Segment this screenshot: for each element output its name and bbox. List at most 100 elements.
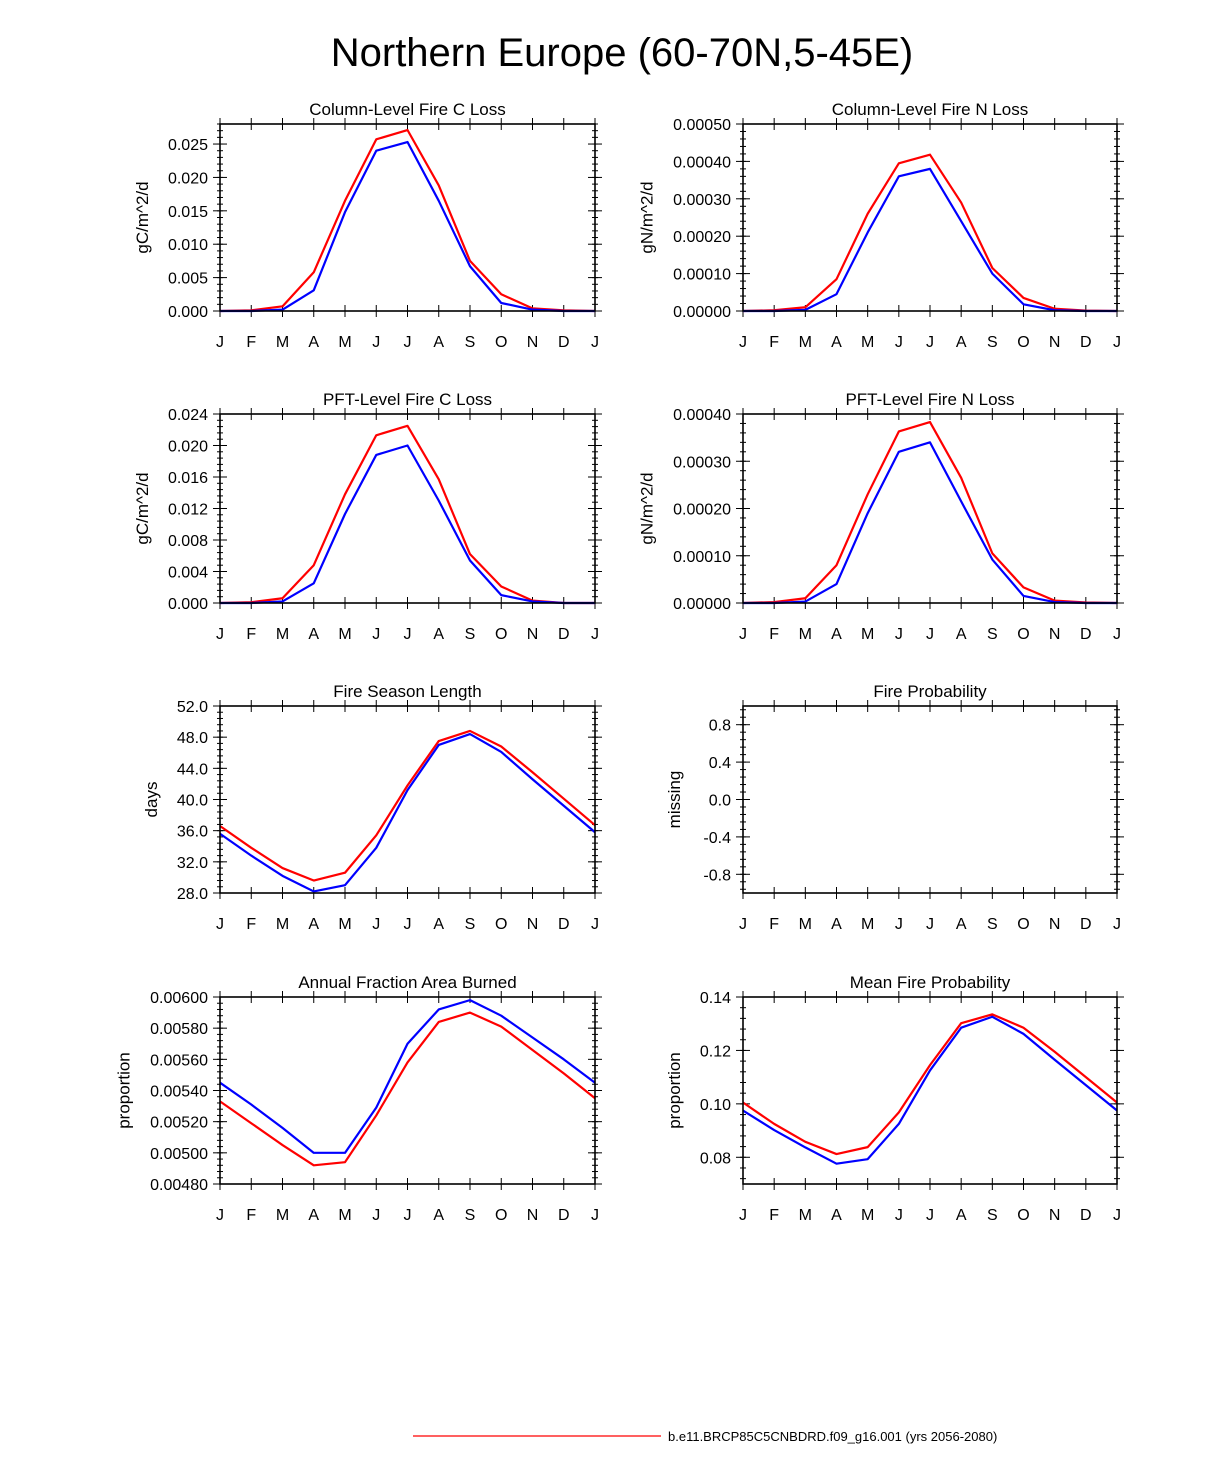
x-tick-label: F bbox=[769, 626, 779, 643]
y-tick-label: 0.00020 bbox=[673, 229, 731, 246]
x-tick-label: O bbox=[1017, 916, 1029, 933]
x-tick-label: M bbox=[338, 626, 351, 643]
x-tick-label: J bbox=[372, 1207, 380, 1224]
series-line-blue bbox=[220, 444, 595, 605]
x-tick-label: J bbox=[591, 626, 599, 643]
y-tick-label: 0.00030 bbox=[673, 192, 731, 209]
x-tick-label: S bbox=[465, 916, 476, 933]
x-tick-label: A bbox=[308, 334, 319, 351]
x-tick-label: O bbox=[495, 334, 507, 351]
series-line-red bbox=[219, 128, 596, 313]
legend-label: b.e11.BRCP85C5CNBDRD.f09_g16.001 (yrs 20… bbox=[668, 1429, 997, 1444]
chart-panel-5: Fire Season Length 28.0 32.0 36.0 40.0 44.0 48… bbox=[142, 682, 602, 933]
x-tick-label: A bbox=[831, 1207, 842, 1224]
x-tick-label: O bbox=[495, 1207, 507, 1224]
x-tick-label: O bbox=[1017, 334, 1029, 351]
x-tick-label: D bbox=[1080, 916, 1092, 933]
x-tick-label: N bbox=[527, 334, 539, 351]
x-tick-label: J bbox=[739, 334, 747, 351]
y-axis-label: proportion bbox=[665, 1052, 684, 1129]
x-tick-label: J bbox=[216, 334, 224, 351]
y-tick-label: 0.00030 bbox=[673, 454, 731, 471]
figure-title: Northern Europe (60-70N,5-45E) bbox=[331, 31, 914, 75]
x-tick-label: D bbox=[558, 916, 570, 933]
y-tick-label: 52.0 bbox=[177, 699, 208, 716]
chart-panel-2: Column-Level Fire N Loss 0.00000 0.00010 0.… bbox=[638, 100, 1124, 351]
x-tick-label: A bbox=[433, 916, 444, 933]
plot-frame bbox=[219, 123, 596, 312]
x-tick-label: S bbox=[987, 334, 998, 351]
y-tick-label: 0.12 bbox=[700, 1043, 731, 1060]
y-tick-label: 0.015 bbox=[168, 204, 208, 221]
y-tick-label: 0.016 bbox=[168, 470, 208, 487]
chart-panel-3: PFT-Level Fire C Loss 0.000 0.004 0.008 0.01… bbox=[133, 390, 602, 643]
x-tick-label: M bbox=[276, 1207, 289, 1224]
series-line-red bbox=[742, 153, 1118, 313]
x-tick-label: J bbox=[591, 1207, 599, 1224]
x-tick-label: J bbox=[591, 916, 599, 933]
y-tick-label: 0.005 bbox=[168, 271, 208, 288]
y-tick-label: 0.00540 bbox=[150, 1084, 208, 1101]
x-tick-label: A bbox=[308, 626, 319, 643]
x-tick-label: A bbox=[831, 626, 842, 643]
x-tick-label: D bbox=[558, 1207, 570, 1224]
x-tick-label: J bbox=[926, 626, 934, 643]
series-line-red bbox=[219, 729, 596, 882]
x-tick-label: N bbox=[527, 1207, 539, 1224]
axis-ticks bbox=[736, 991, 1124, 1190]
x-tick-label: M bbox=[799, 626, 812, 643]
x-tick-label: N bbox=[1049, 1207, 1061, 1224]
x-tick-label: O bbox=[1017, 1207, 1029, 1224]
y-tick-label: 0.024 bbox=[168, 407, 208, 424]
legend: b.e11.BRCP85C5CNBDRD.f09_g16.001 (yrs 20… bbox=[413, 1429, 997, 1444]
y-tick-label: 40.0 bbox=[177, 793, 208, 810]
x-tick-label: D bbox=[1080, 334, 1092, 351]
axis-ticks bbox=[213, 408, 602, 609]
x-tick-label: A bbox=[831, 916, 842, 933]
x-tick-label: J bbox=[404, 916, 412, 933]
plot-frame bbox=[219, 996, 596, 1185]
chart-title: PFT-Level Fire N Loss bbox=[845, 390, 1014, 409]
plot-frame bbox=[742, 413, 1118, 604]
x-tick-label: M bbox=[338, 1207, 351, 1224]
x-tick-label: J bbox=[404, 626, 412, 643]
y-tick-label: 0.00560 bbox=[150, 1052, 208, 1069]
x-tick-label: F bbox=[246, 334, 256, 351]
x-tick-label: A bbox=[956, 334, 967, 351]
x-tick-label: N bbox=[527, 626, 539, 643]
x-tick-label: D bbox=[1080, 626, 1092, 643]
x-tick-label: J bbox=[1113, 916, 1121, 933]
x-tick-label: F bbox=[246, 626, 256, 643]
x-tick-label: J bbox=[926, 1207, 934, 1224]
x-tick-label: F bbox=[769, 1207, 779, 1224]
x-tick-label: M bbox=[338, 334, 351, 351]
series-line-blue bbox=[219, 732, 596, 893]
x-tick-label: D bbox=[1080, 1207, 1092, 1224]
x-tick-label: M bbox=[861, 1207, 874, 1224]
x-tick-label: J bbox=[739, 626, 747, 643]
x-tick-label: O bbox=[495, 916, 507, 933]
chart-panel-8: Mean Fire Probability 0.08 0.10 0.12 0.14 J F M… bbox=[665, 973, 1124, 1224]
x-tick-label: J bbox=[372, 334, 380, 351]
chart-title: Fire Season Length bbox=[333, 682, 481, 701]
chart-title: PFT-Level Fire C Loss bbox=[323, 390, 492, 409]
x-tick-label: A bbox=[433, 334, 444, 351]
y-tick-label: 0.00020 bbox=[673, 502, 731, 519]
y-axis-label: proportion bbox=[115, 1052, 134, 1129]
y-tick-label: 0.10 bbox=[700, 1097, 731, 1114]
y-tick-label: 0.00520 bbox=[150, 1115, 208, 1132]
y-axis-label: missing bbox=[665, 771, 684, 829]
x-tick-label: S bbox=[465, 334, 476, 351]
y-tick-label: 36.0 bbox=[177, 824, 208, 841]
y-tick-label: -0.8 bbox=[703, 867, 731, 884]
x-tick-label: M bbox=[276, 626, 289, 643]
axis-ticks bbox=[213, 118, 602, 317]
x-tick-label: J bbox=[926, 916, 934, 933]
x-tick-label: M bbox=[799, 1207, 812, 1224]
y-tick-label: 0.00040 bbox=[673, 407, 731, 424]
x-tick-label: S bbox=[465, 626, 476, 643]
y-tick-label: 0.00000 bbox=[673, 596, 731, 613]
x-tick-label: J bbox=[216, 916, 224, 933]
chart-panel-7: Annual Fraction Area Burned 0.00480 0.0050… bbox=[115, 973, 602, 1224]
axis-ticks bbox=[736, 700, 1124, 899]
